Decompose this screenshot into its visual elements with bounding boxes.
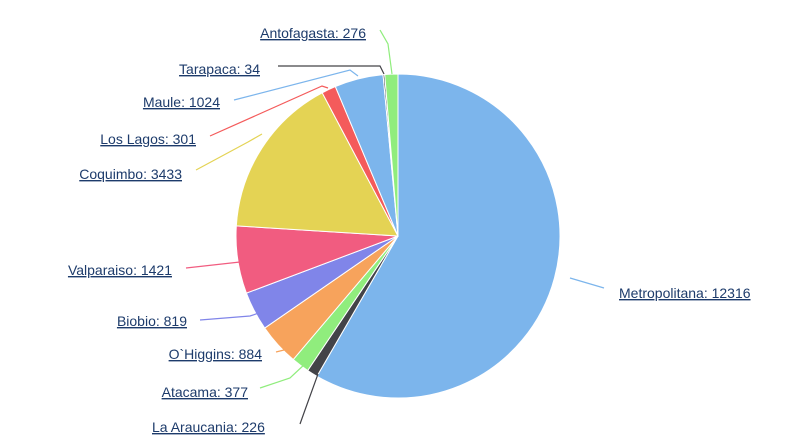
pie-slice-metropolitana[interactable] <box>316 73 561 399</box>
leader-line-valparaiso <box>185 261 241 269</box>
slices-layer <box>235 73 561 399</box>
data-label-biobio: Biobio: 819 <box>117 313 187 329</box>
leader-line-atacama <box>259 362 307 389</box>
leader-line-maule <box>233 69 359 101</box>
leader-line-metropolitana <box>569 277 605 289</box>
pie-slice-antofagasta[interactable] <box>384 73 399 237</box>
leader-line-coquimbo <box>195 133 263 171</box>
data-label-metropolitana: Metropolitana: 12316 <box>619 285 751 301</box>
leader-line-la-araucania <box>299 373 319 425</box>
data-label-los-lagos: Los Lagos: 301 <box>100 131 196 147</box>
data-label-atacama: Atacama: 377 <box>162 384 249 400</box>
data-label-maule: Maule: 1024 <box>143 94 220 110</box>
data-label-la-araucania: La Araucania: 226 <box>152 419 265 435</box>
data-label-valparaiso: Valparaiso: 1421 <box>68 262 172 278</box>
leader-line-o-higgins <box>275 347 293 353</box>
leader-line-biobio <box>199 311 263 321</box>
data-label-antofagasta: Antofagasta: 276 <box>260 25 366 41</box>
data-label-tarapaca: Tarapaca: 34 <box>179 61 260 77</box>
leader-lines-layer <box>185 29 605 425</box>
leader-line-tarapaca <box>278 65 385 75</box>
leader-line-antofagasta <box>379 29 393 75</box>
data-label-coquimbo: Coquimbo: 3433 <box>79 166 182 182</box>
labels-layer: Metropolitana: 12316 La Araucania: 226 Ata… <box>68 25 751 435</box>
leader-line-los-lagos <box>209 85 329 137</box>
pie-slice-coquimbo[interactable] <box>235 92 399 237</box>
data-label-o-higgins: O`Higgins: 884 <box>169 346 263 362</box>
